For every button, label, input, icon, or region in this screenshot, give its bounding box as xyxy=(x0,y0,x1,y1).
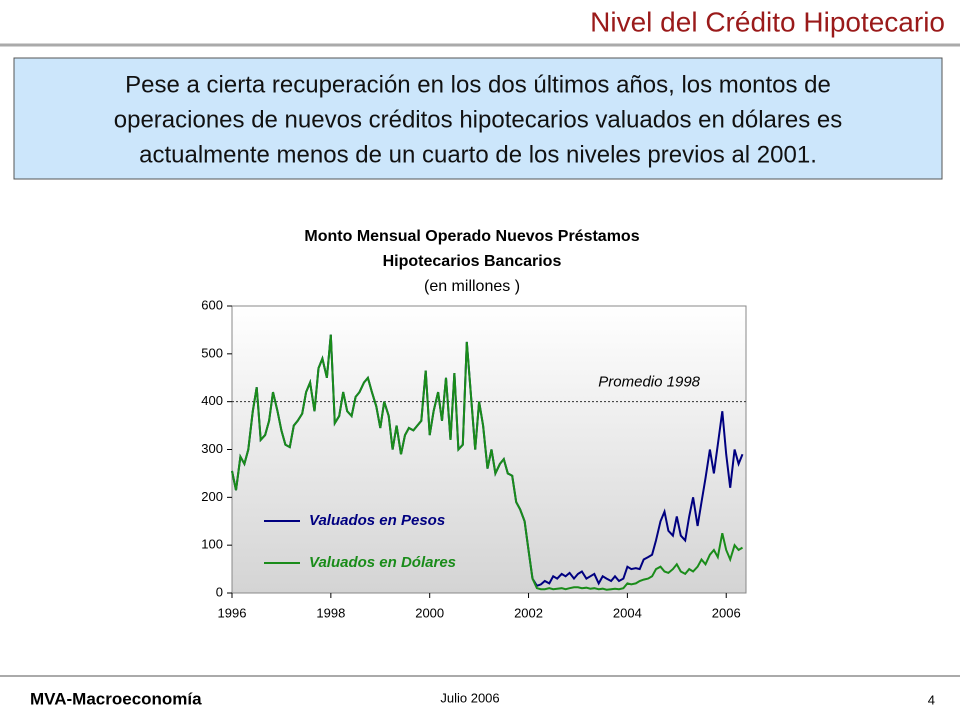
y-tick-label: 100 xyxy=(201,537,223,552)
slide-title: Nivel del Crédito Hipotecario xyxy=(590,6,945,37)
x-tick-label: 2006 xyxy=(712,605,741,620)
y-tick-label: 300 xyxy=(201,441,223,456)
chart-title: Hipotecarios Bancarios xyxy=(383,253,562,270)
plot-area xyxy=(231,305,747,594)
x-tick-label: 1998 xyxy=(316,605,345,620)
legend-label: Valuados en Pesos xyxy=(309,512,445,529)
x-tick-label: 1996 xyxy=(218,605,247,620)
x-tick-label: 2000 xyxy=(415,605,444,620)
page-number: 4 xyxy=(928,692,935,707)
footer-center: Julio 2006 xyxy=(440,690,499,705)
text-line: operaciones de nuevos créditos hipotecar… xyxy=(114,106,842,133)
x-tick-label: 2004 xyxy=(613,605,642,620)
footer-left: MVA-Macroeconomía xyxy=(30,689,202,708)
chart-subtitle: (en millones ) xyxy=(424,278,520,295)
x-tick-label: 2002 xyxy=(514,605,543,620)
legend-label: Valuados en Dólares xyxy=(309,554,456,571)
y-tick-label: 500 xyxy=(201,345,223,360)
y-tick-label: 0 xyxy=(216,584,223,599)
y-tick-label: 400 xyxy=(201,393,223,408)
text-line: actualmente menos de un cuarto de los ni… xyxy=(139,141,817,168)
chart-title: Monto Mensual Operado Nuevos Préstamos xyxy=(304,228,639,245)
series-line xyxy=(231,334,744,591)
y-tick-label: 600 xyxy=(201,297,223,312)
text-line: Pese a cierta recuperación en los dos úl… xyxy=(125,71,831,98)
y-tick-label: 200 xyxy=(201,489,223,504)
reference-label: Promedio 1998 xyxy=(598,374,700,391)
text-box xyxy=(13,57,943,180)
